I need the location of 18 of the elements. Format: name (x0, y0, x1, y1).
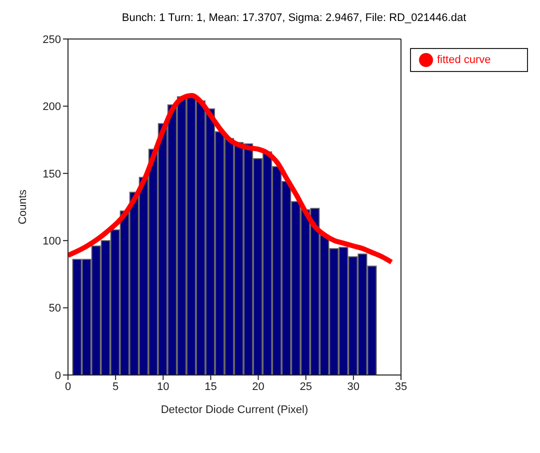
y-tick-label: 250 (42, 34, 61, 46)
y-axis-title: Counts (16, 189, 29, 224)
x-tick-label: 15 (204, 380, 217, 393)
x-tick-label: 25 (300, 380, 312, 393)
legend-label: fitted curve (437, 54, 491, 66)
x-tick-label: 10 (157, 380, 170, 393)
x-tick-label: 20 (252, 380, 264, 393)
y-tick-label: 100 (42, 236, 61, 248)
x-tick-label: 35 (394, 380, 408, 393)
y-tick-label: 150 (42, 168, 61, 180)
chart-title: Bunch: 1 Turn: 1, Mean: 17.3707, Sigma: 2.9467, File: RD_021446.dat (120, 12, 468, 24)
x-axis-title: Detector Diode Current (Pixel) (160, 404, 308, 416)
y-tick-label: 0 (54, 370, 61, 382)
y-tick-label: 50 (48, 302, 61, 315)
x-tick-label: 30 (347, 380, 360, 393)
x-tick-label: 5 (112, 380, 119, 393)
x-tick-label: 0 (64, 380, 72, 393)
y-tick-label: 200 (42, 101, 61, 114)
